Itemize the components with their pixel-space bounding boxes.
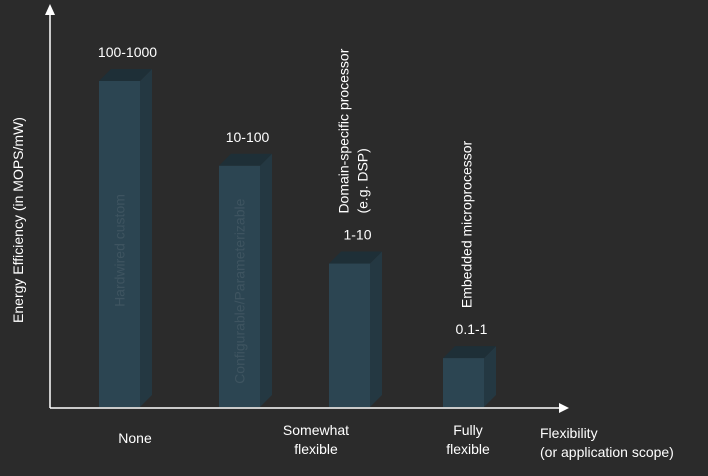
bar-top — [443, 346, 496, 359]
x-tick-label-line: Somewhat — [283, 422, 349, 438]
bar-value-label: 100-1000 — [98, 44, 157, 60]
y-axis-arrow — [45, 4, 55, 15]
x-ticks: None Somewhat flexible Fully flexible — [118, 422, 490, 457]
bar-group: 100-1000 Hardwired custom — [98, 44, 157, 407]
bar-group: 1-10 Domain-specific processor (e.g. DSP) — [329, 48, 382, 407]
x-axis-label-line: (or application scope) — [540, 444, 674, 460]
bar-category-label: Embedded microprocessor — [459, 140, 475, 308]
x-tick-label: Somewhat flexible — [283, 422, 349, 457]
x-tick-label-line: Fully — [453, 422, 483, 438]
x-tick-label: Fully flexible — [446, 422, 490, 457]
bar-inside-label: Hardwired custom — [112, 194, 128, 307]
bar — [329, 263, 370, 407]
y-axis-label: Energy Efficiency (in MOPS/mW) — [10, 117, 26, 323]
bar-top — [99, 69, 152, 81]
x-axis-arrow — [559, 403, 569, 413]
bar-value-label: 0.1-1 — [456, 321, 488, 337]
x-tick-label-line: flexible — [446, 441, 490, 457]
bar-inside-label: Configurable/Parameterizable — [232, 198, 248, 383]
x-axis-label: Flexibility (or application scope) — [540, 425, 674, 460]
bar — [219, 165, 260, 407]
bar-group: 0.1-1 Embedded microprocessor — [443, 140, 496, 407]
x-tick-label-line: None — [118, 430, 152, 446]
bar-side — [260, 153, 272, 407]
bar-group: 10-100 Configurable/Parameterizable — [219, 129, 272, 407]
bar-category-label: Domain-specific processor — [336, 48, 352, 213]
bar-category-label: (e.g. DSP) — [355, 148, 371, 213]
bar-top — [329, 251, 382, 264]
bar-side — [484, 346, 496, 407]
bar — [443, 358, 484, 407]
x-axis-label-line: Flexibility — [540, 425, 598, 441]
bars-layer: 100-1000 Hardwired custom 10-100 Configurab… — [98, 44, 496, 407]
x-tick-label: None — [118, 430, 152, 446]
bar-side — [140, 69, 152, 407]
bar-top — [219, 153, 272, 166]
bar — [99, 81, 140, 407]
bar-value-label: 1-10 — [343, 227, 371, 243]
bar-value-label: 10-100 — [226, 129, 270, 145]
bar-side — [370, 251, 382, 407]
x-tick-label-line: flexible — [294, 441, 338, 457]
